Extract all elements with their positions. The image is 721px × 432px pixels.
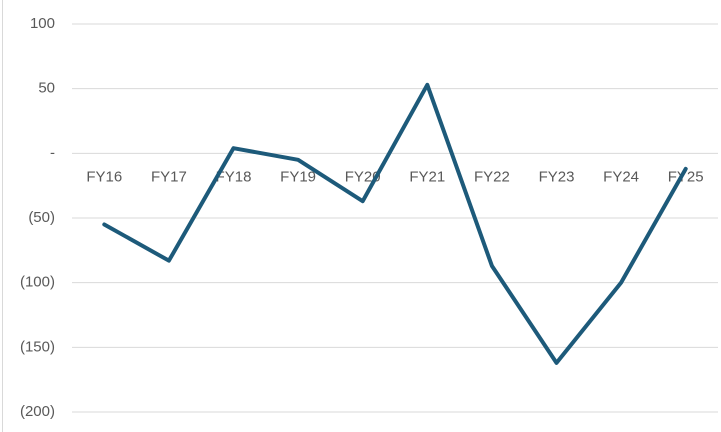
- y-tick-label: (150): [20, 338, 55, 355]
- marks: [102, 82, 688, 365]
- x-tick-label: FY22: [474, 168, 510, 185]
- x-tick-label: FY24: [603, 168, 639, 185]
- labels: (200) (150) (100) (50) - 50 100 FY16 FY17 FY18 FY1…: [20, 15, 704, 420]
- y-tick-label: 100: [30, 15, 55, 32]
- x-tick-label: FY17: [151, 168, 187, 185]
- x-tick-label: FY19: [280, 168, 316, 185]
- x-tick-label: FY18: [216, 168, 252, 185]
- y-tick-label: -: [50, 144, 55, 161]
- y-tick-label: (200): [20, 403, 55, 420]
- y-tick-label: (50): [28, 209, 55, 226]
- x-tick-label: FY16: [86, 168, 122, 185]
- data-line: [102, 82, 688, 365]
- grid: [72, 23, 718, 413]
- y-tick-label: (100): [20, 274, 55, 291]
- x-tick-label: FY23: [539, 168, 575, 185]
- x-tick-label: FY21: [409, 168, 445, 185]
- y-tick-label: 50: [38, 80, 55, 97]
